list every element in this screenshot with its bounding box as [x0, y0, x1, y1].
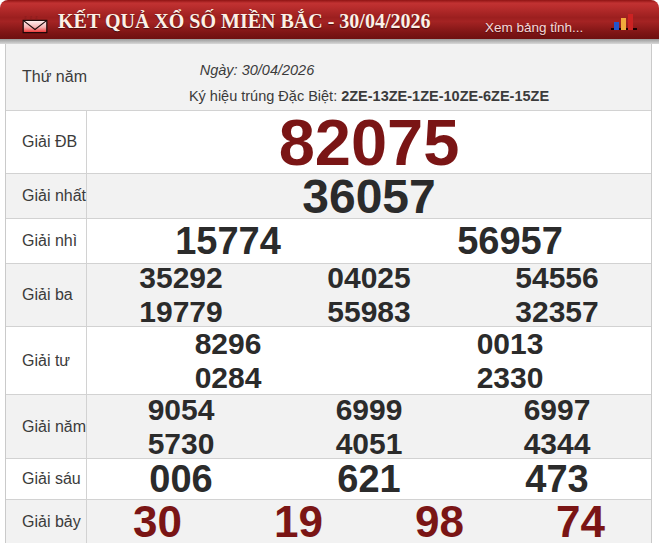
svg-text:z: z: [35, 14, 38, 20]
svg-text:z: z: [30, 14, 33, 20]
svg-text:z: z: [24, 14, 27, 20]
